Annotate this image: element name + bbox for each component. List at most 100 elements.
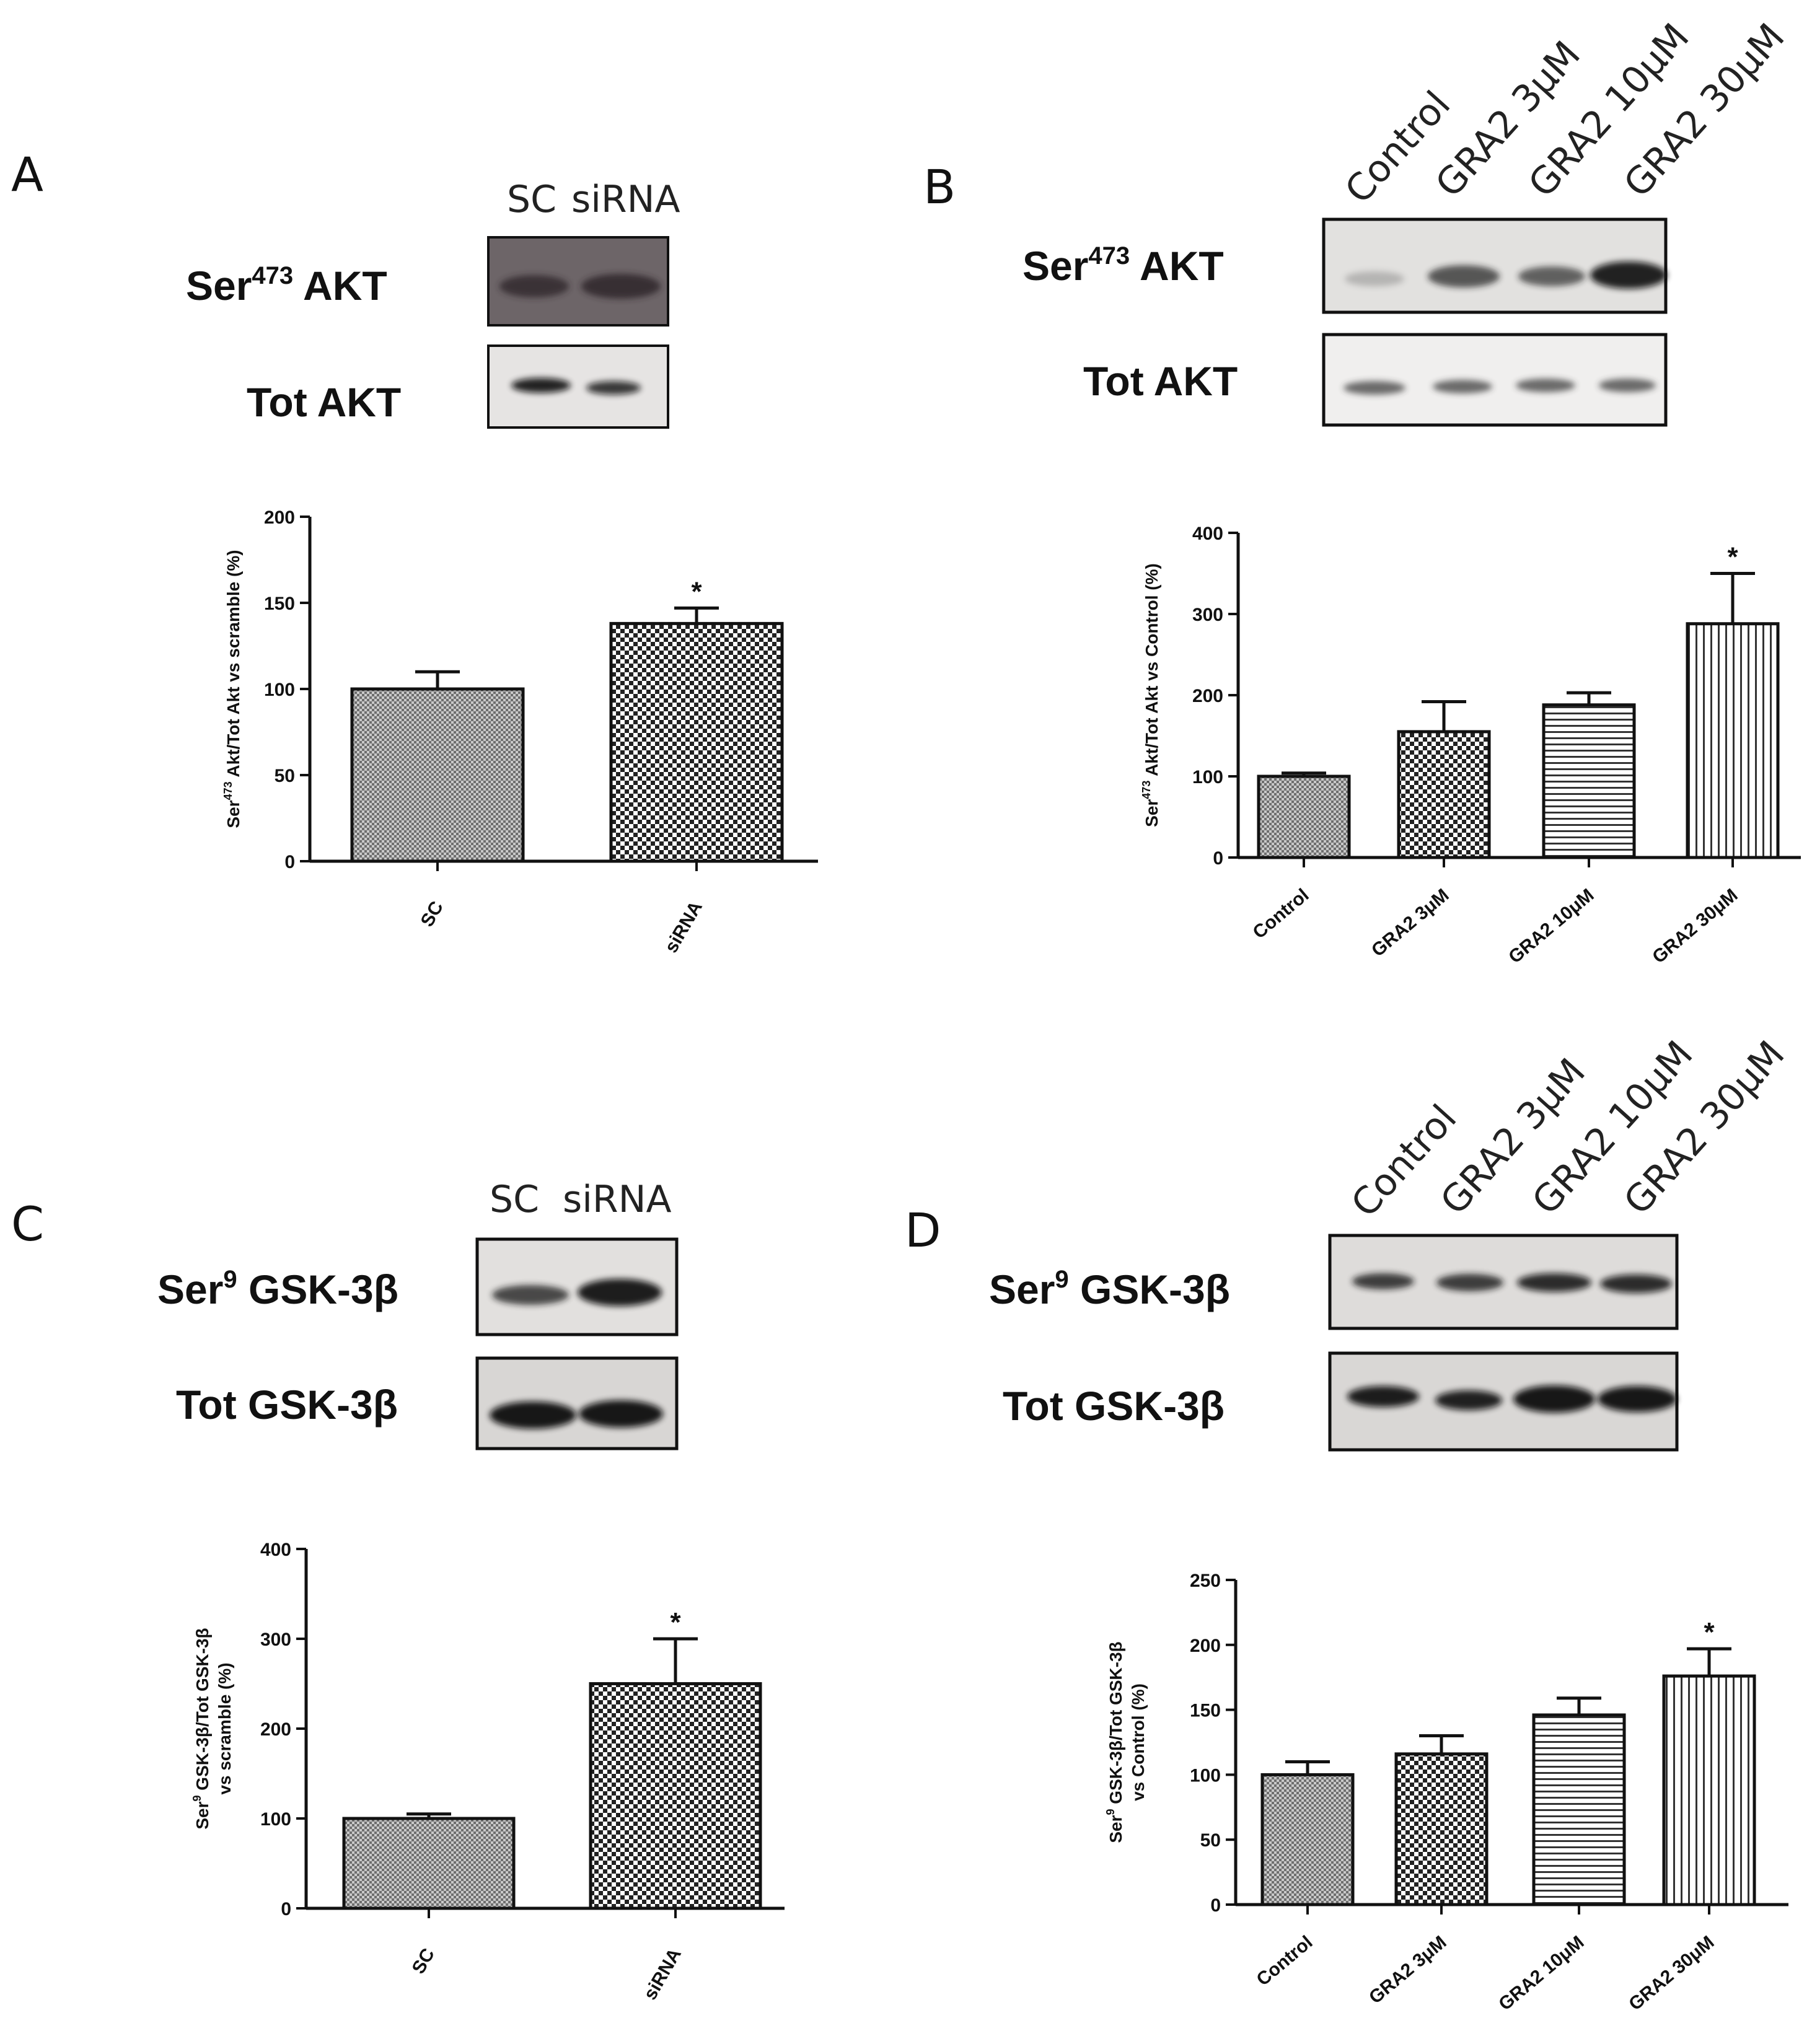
significance-marker: * xyxy=(691,576,702,607)
y-tick-label: 200 xyxy=(1192,686,1223,706)
blot-band xyxy=(1352,1273,1414,1289)
blot-label-tot-gsk3b: Tot GSK-3β xyxy=(1003,1383,1225,1429)
panel-letter-d: D xyxy=(905,1203,941,1258)
panel-letter-a: A xyxy=(11,147,43,202)
bar xyxy=(589,1682,762,1910)
y-axis-title: Ser473 Akt/Tot Akt vs scramble (%) xyxy=(222,550,243,828)
blot-band xyxy=(1598,1386,1677,1412)
x-category-label: siRNA xyxy=(661,898,706,956)
bar xyxy=(609,621,784,863)
blot-label-tot-gsk3b: Tot GSK-3β xyxy=(176,1382,398,1428)
blot-band xyxy=(1600,1274,1672,1293)
blot-band xyxy=(1436,1274,1503,1291)
blot-band xyxy=(499,275,569,297)
significance-marker: * xyxy=(670,1607,681,1638)
y-axis-title: Ser9 GSK-3β/Tot GSK-3β xyxy=(1104,1641,1125,1843)
x-category-label: GRA2 3μM xyxy=(1368,885,1453,961)
blot-label-tot-akt: Tot AKT xyxy=(1083,358,1238,404)
blot-band xyxy=(1435,1390,1502,1410)
bar-chart-b: 0 100 200 300 400 Ser473 Akt/Tot Akt vs Contr… xyxy=(1140,524,1801,968)
bar-chart-c: 0 100 200 300 400 Ser9 GSK-3β/Tot GSK-3β vs sc… xyxy=(191,1540,785,2003)
bar xyxy=(350,687,525,863)
blot-band xyxy=(1347,1386,1419,1407)
significance-marker: * xyxy=(1727,542,1738,572)
y-tick-label: 250 xyxy=(1190,1571,1221,1591)
x-category-label: SC xyxy=(408,1945,439,1978)
y-axis-title-line2: vs scramble (%) xyxy=(215,1662,234,1794)
x-category-label: siRNA xyxy=(640,1945,685,2003)
blot-band xyxy=(579,1400,663,1428)
blot-band xyxy=(511,378,571,393)
panel-letter-b: B xyxy=(923,159,956,214)
panel-letter-c: C xyxy=(11,1196,44,1252)
blot-band xyxy=(1590,261,1667,289)
lane-label: siRNA xyxy=(563,1178,672,1221)
bar xyxy=(1260,1773,1355,1906)
lane-label: SC xyxy=(490,1178,539,1221)
blot-box xyxy=(1322,333,1668,427)
x-category-label: GRA2 30μM xyxy=(1625,1932,1718,2015)
blot-band xyxy=(1433,380,1492,393)
blot-band xyxy=(492,1285,569,1305)
y-tick-label: 200 xyxy=(264,507,295,528)
blot-band xyxy=(490,1401,576,1429)
blot-band xyxy=(1599,379,1656,392)
lane-label: GRA2 30μM xyxy=(1616,1033,1793,1223)
x-category-label: Control xyxy=(1249,885,1313,943)
x-category-label: GRA2 30μM xyxy=(1648,885,1741,968)
blot-band xyxy=(1345,271,1404,286)
blot-band xyxy=(578,1279,662,1306)
x-category-label: GRA2 3μM xyxy=(1365,1932,1450,2008)
blot-panel-a: SC siRNA Ser473 AKT Tot AKT xyxy=(186,178,680,429)
lane-label: siRNA xyxy=(571,178,680,221)
y-tick-label: 0 xyxy=(281,1899,291,1919)
blot-label-ser473-akt: Ser473 AKT xyxy=(186,262,387,309)
bar xyxy=(342,1817,516,1910)
bar xyxy=(1542,703,1636,859)
y-axis-title-line2: vs Control (%) xyxy=(1128,1683,1148,1801)
y-tick-label: 50 xyxy=(1200,1830,1221,1851)
bar xyxy=(1662,1674,1756,1906)
blot-band xyxy=(581,274,661,299)
blot-band xyxy=(1516,379,1575,392)
blot-panel-c: SC siRNA Ser9 GSK-3β Tot GSK-3β xyxy=(157,1178,679,1450)
y-tick-label: 0 xyxy=(1210,1895,1221,1916)
bar xyxy=(1686,622,1780,859)
blot-band xyxy=(1513,1385,1595,1413)
bar-chart-d: 0 50 100 150 200 250 Ser9 GSK-3β/Tot GSK-3β vs … xyxy=(1104,1571,1788,2015)
x-category-label: GRA2 10μM xyxy=(1495,1932,1588,2015)
blot-band xyxy=(586,381,641,395)
y-axis-title: Ser473 Akt/Tot Akt vs Control (%) xyxy=(1140,563,1161,827)
y-tick-label: 0 xyxy=(1213,848,1223,869)
y-axis-title: Ser9 GSK-3β/Tot GSK-3β xyxy=(191,1628,212,1829)
blot-band xyxy=(1428,265,1500,287)
y-tick-label: 300 xyxy=(1192,605,1223,625)
x-category-label: SC xyxy=(417,898,447,931)
x-category-label: GRA2 10μM xyxy=(1505,885,1598,968)
y-tick-label: 200 xyxy=(260,1719,291,1740)
y-tick-label: 100 xyxy=(1192,767,1223,787)
y-tick-label: 200 xyxy=(1190,1636,1221,1656)
blot-band xyxy=(1518,266,1585,286)
y-tick-label: 400 xyxy=(260,1540,291,1560)
bar xyxy=(1394,1752,1489,1906)
bar-chart-a: 0 50 100 150 200 Ser473 Akt/Tot Akt vs scramb… xyxy=(222,507,818,956)
blot-band xyxy=(1344,381,1405,395)
blot-label-ser9-gsk3b: Ser9 GSK-3β xyxy=(157,1266,398,1312)
y-tick-label: 150 xyxy=(1190,1701,1221,1721)
y-tick-label: 100 xyxy=(264,680,295,700)
x-category-label: Control xyxy=(1253,1932,1317,1990)
bar xyxy=(1532,1713,1626,1906)
blot-label-tot-akt: Tot AKT xyxy=(247,379,401,425)
blot-band xyxy=(1517,1273,1591,1292)
blot-panel-b: Control GRA2 3μM GRA2 10μM GRA2 30μM Ser… xyxy=(1023,15,1793,427)
y-tick-label: 300 xyxy=(260,1629,291,1650)
y-tick-label: 100 xyxy=(260,1809,291,1830)
lane-label: Control xyxy=(1337,83,1459,212)
y-tick-label: 0 xyxy=(284,852,295,872)
y-tick-label: 100 xyxy=(1190,1765,1221,1786)
lane-label: SC xyxy=(507,178,556,221)
y-tick-label: 400 xyxy=(1192,524,1223,544)
blot-label-ser9-gsk3b: Ser9 GSK-3β xyxy=(989,1266,1230,1312)
